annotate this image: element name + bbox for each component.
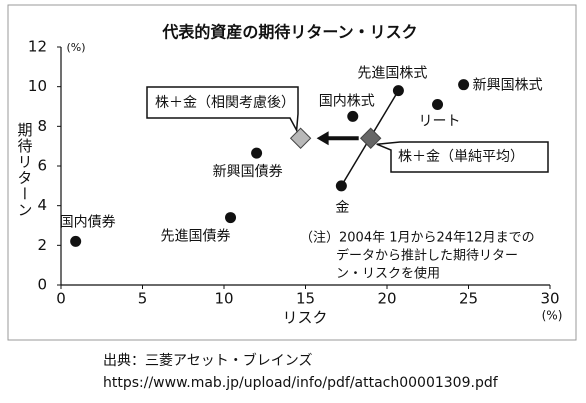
callout [376,141,549,173]
x-unit: (%) [542,309,563,323]
point [70,235,82,247]
point-label: 国内債券 [60,214,116,230]
source-url: https://www.mab.jp/upload/info/pdf/attac… [103,375,499,391]
point-label: 国内株式 [319,93,375,109]
x-tick-label: 0 [56,290,66,308]
note: ン・リスクを使用 [336,266,440,282]
point-label: 新興国株式 [473,78,543,94]
x-tick-label: 15 [296,290,315,308]
callout-label: 株＋金（単純平均） [398,149,524,165]
x-tick-label: 25 [459,290,478,308]
chart-title: 代表的資産の期待リターン・リスク [161,23,417,42]
diamond [289,127,312,149]
y-tick-label: 6 [37,157,47,175]
point [458,79,470,91]
callout [146,86,299,133]
x-tick-label: 5 [138,290,148,308]
x-axis-label: リスク [282,309,327,327]
x-tick-label: 20 [377,290,396,308]
point-label: 金 [335,200,349,216]
y-tick-label: 4 [37,196,47,214]
point-label: リート [419,114,461,130]
point-label: 先進国株式 [357,66,427,82]
y-tick-label: 0 [37,276,47,294]
note: （注）2004年 1月から24年12月までの [300,231,535,246]
y-axis-label: 期待リターン [16,122,34,218]
point [251,147,263,159]
y-unit: (%) [66,41,85,54]
point [392,85,404,97]
note: データから推計した期待リター [336,248,518,264]
diamond [359,127,382,149]
point [225,212,237,224]
x-tick-label: 10 [214,290,233,308]
point [432,99,444,111]
y-tick-label: 10 [28,77,47,95]
point [335,180,347,192]
point [347,110,359,122]
point-label: 新興国債券 [213,164,283,180]
point-label: 先進国債券 [161,229,231,245]
x-tick-label: 30 [540,290,559,308]
callout-label: 株＋金（相関考慮後） [155,95,295,111]
y-tick-label: 2 [37,236,47,254]
y-tick-label: 8 [37,117,47,135]
y-tick-label: 12 [28,38,47,56]
source: 出典：三菱アセット・ブレインズ [103,352,312,369]
arrow-head [316,131,329,146]
